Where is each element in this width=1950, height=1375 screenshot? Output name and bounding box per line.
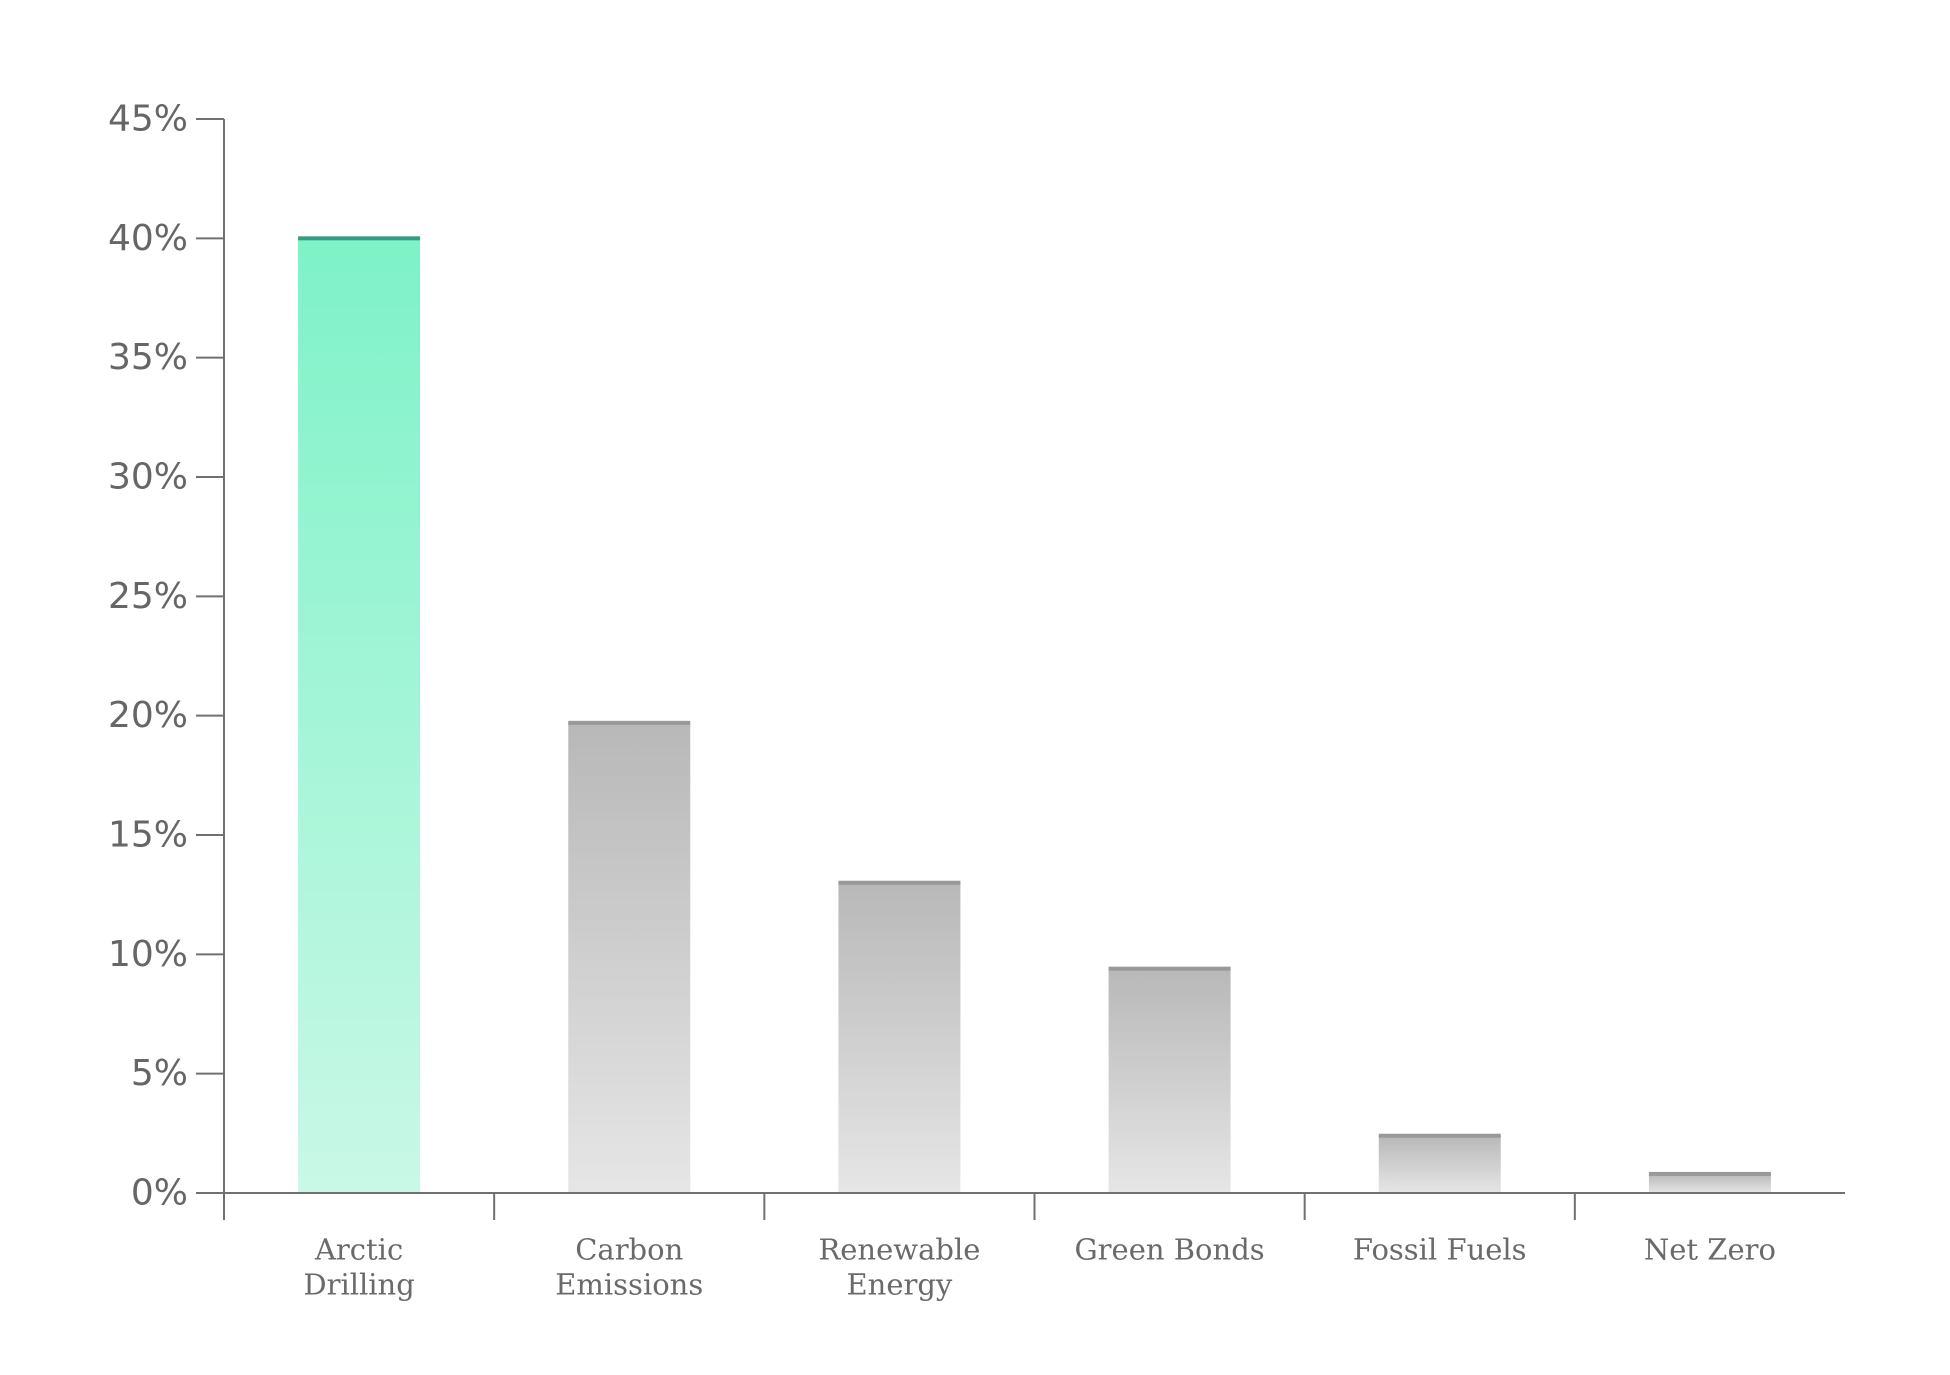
x-tick-label-line: Drilling bbox=[303, 1268, 414, 1302]
x-tick-label-5: Net Zero bbox=[1644, 1233, 1776, 1267]
bar-cap-3 bbox=[1108, 966, 1231, 971]
y-tick-label-9: 45% bbox=[108, 99, 188, 140]
y-tick-label-7: 35% bbox=[108, 337, 188, 378]
bar-5 bbox=[1648, 1173, 1771, 1193]
x-tick-label-0: Arctic Drilling bbox=[303, 1233, 414, 1302]
bar-cap-4 bbox=[1378, 1133, 1501, 1138]
x-tick-label-line: Carbon bbox=[575, 1233, 683, 1267]
bar-3 bbox=[1108, 968, 1231, 1193]
bar-4 bbox=[1378, 1135, 1501, 1193]
x-tick-label-line: Net Zero bbox=[1644, 1233, 1776, 1267]
bar-0 bbox=[298, 238, 421, 1194]
x-tick-label-3: Green Bonds bbox=[1075, 1233, 1265, 1267]
x-tick-label-line: Emissions bbox=[555, 1268, 703, 1302]
y-tick-label-1: 5% bbox=[131, 1053, 188, 1094]
bar-cap-1 bbox=[568, 720, 691, 725]
x-tick-label-line: Fossil Fuels bbox=[1353, 1233, 1527, 1267]
bar-2 bbox=[838, 882, 961, 1193]
bar-1 bbox=[568, 722, 691, 1193]
y-tick-label-5: 25% bbox=[108, 576, 188, 617]
y-tick-label-4: 20% bbox=[108, 695, 188, 736]
y-tick-label-2: 10% bbox=[108, 934, 188, 975]
axes-layer bbox=[196, 118, 1845, 1220]
bar-cap-2 bbox=[838, 880, 961, 885]
x-tick-label-line: Renewable bbox=[818, 1233, 980, 1267]
labels-layer: 0% 5% 10% 15% 20% 25% 30% 35% 40% 45% Arctic Drilli… bbox=[108, 99, 1776, 1302]
bar-cap-5 bbox=[1648, 1171, 1771, 1176]
y-tick-label-8: 40% bbox=[108, 218, 188, 259]
y-tick-label-6: 30% bbox=[108, 457, 188, 498]
x-tick-label-1: Carbon Emissions bbox=[555, 1233, 703, 1302]
x-tick-label-line: Green Bonds bbox=[1075, 1233, 1265, 1267]
y-tick-label-0: 0% bbox=[131, 1173, 188, 1214]
x-tick-label-line: Arctic bbox=[314, 1233, 403, 1267]
x-tick-label-2: Renewable Energy bbox=[818, 1233, 980, 1302]
bar-cap-0 bbox=[298, 236, 421, 241]
bars-layer bbox=[298, 236, 1771, 1194]
y-tick-label-3: 15% bbox=[108, 815, 188, 856]
x-tick-label-4: Fossil Fuels bbox=[1353, 1233, 1527, 1267]
x-tick-label-line: Energy bbox=[847, 1268, 953, 1302]
